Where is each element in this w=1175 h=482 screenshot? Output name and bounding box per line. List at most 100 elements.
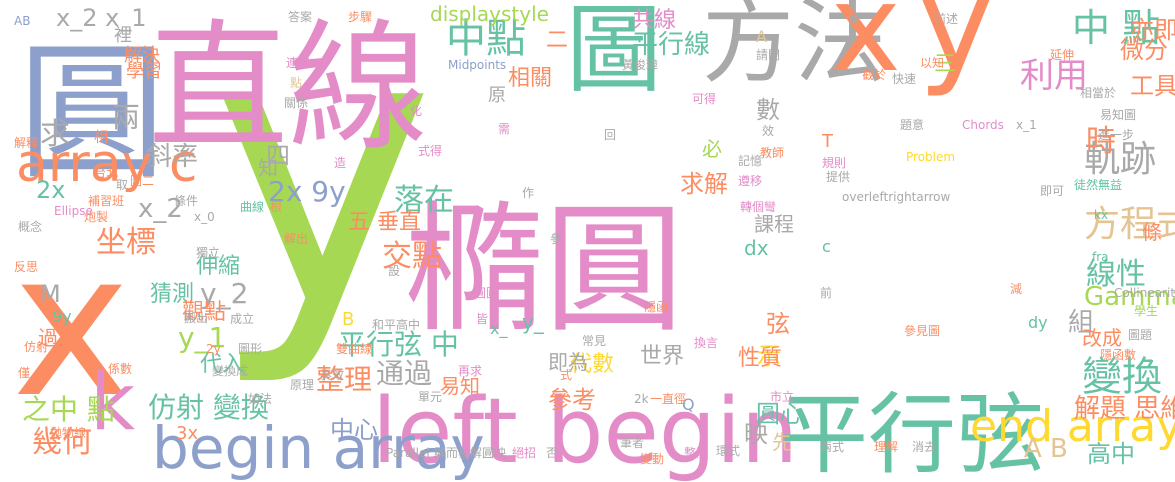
cloud-word: fra <box>1092 249 1109 264</box>
cloud-word: 斜率 <box>146 142 199 173</box>
cloud-word: y <box>210 0 435 392</box>
cloud-word: displaystyle <box>430 1 549 26</box>
cloud-word: 平行弦 中 <box>338 328 459 362</box>
cloud-word: overleftrightarrow <box>842 189 951 204</box>
cloud-word: 示 <box>757 341 781 370</box>
cloud-word: 前 <box>820 285 833 300</box>
cloud-word: A <box>756 27 767 47</box>
cloud-word: A B <box>1024 434 1068 465</box>
cloud-word: Problem <box>906 149 956 164</box>
cloud-word: 易知 <box>440 373 480 398</box>
cloud-word: 截於 <box>862 67 887 82</box>
cloud-word: 徒然無益 <box>1074 177 1123 192</box>
cloud-word: 兩式 <box>820 439 845 454</box>
cloud-word: 幾何 <box>32 425 92 461</box>
cloud-word: 原理 <box>290 377 315 392</box>
cloud-word: 圖二 <box>130 173 155 188</box>
cloud-word: 坐標 <box>96 225 156 261</box>
cloud-word: 二 <box>546 27 569 53</box>
cloud-word: Ellipse <box>54 203 93 218</box>
cloud-word: 必 <box>702 136 722 161</box>
cloud-word: 再求 <box>458 363 483 378</box>
cloud-word: 圖形 <box>238 341 263 356</box>
cloud-word: 式 <box>560 367 573 382</box>
cloud-word: y_2 <box>200 277 249 311</box>
cloud-word: 一直徑 <box>650 391 687 406</box>
cloud-word: 改成 <box>1082 325 1122 350</box>
cloud-word: 需 <box>498 121 511 136</box>
cloud-word: 2k <box>634 391 649 406</box>
cloud-word: 以知 <box>920 55 945 70</box>
cloud-word: 共線 <box>632 7 677 33</box>
cloud-word: 9y <box>52 307 72 327</box>
cloud-word: 2y <box>206 341 221 356</box>
cloud-word: 3x <box>176 423 199 445</box>
cloud-word: 相關 <box>508 65 553 91</box>
cloud-word: 可得 <box>692 91 717 106</box>
cloud-word: 中心 <box>330 415 378 444</box>
cloud-word: 步驟 <box>348 9 373 24</box>
cloud-word: 高中 <box>1087 439 1135 468</box>
cloud-word: kx <box>1094 207 1109 222</box>
cloud-word: 參見圖 <box>904 323 941 338</box>
cloud-word: 圖 <box>566 0 662 106</box>
cloud-word: 方程式 <box>1084 203 1175 245</box>
cloud-word: x_ <box>490 319 508 339</box>
cloud-word: 中點 <box>446 16 526 63</box>
cloud-word: 設 <box>388 263 401 278</box>
cloud-word: 整理 <box>316 363 373 397</box>
cloud-word: 過程 <box>38 325 78 350</box>
cloud-word: 參考 <box>548 385 596 414</box>
cloud-word: 拋物線 <box>50 425 87 440</box>
cloud-word: y <box>918 0 994 101</box>
cloud-word: 筆者 <box>620 435 645 450</box>
cloud-word: AB <box>14 13 31 28</box>
cloud-word: k <box>90 358 136 449</box>
cloud-word: 學習 <box>126 61 162 83</box>
cloud-word: B <box>342 309 355 331</box>
cloud-word: 解釋 <box>14 135 39 150</box>
cloud-word: 圖題 <box>1128 327 1153 342</box>
cloud-word: 解決 <box>124 45 160 67</box>
cloud-word: x_2 x_1 <box>56 3 147 32</box>
cloud-word: 即可 <box>1040 183 1065 198</box>
cloud-word: 理解 <box>874 439 899 454</box>
cloud-word: x_0 <box>194 209 215 224</box>
cloud-word: 橢圓 <box>404 189 685 353</box>
cloud-word: left begin <box>372 379 799 482</box>
cloud-word: 五 垂直 <box>348 209 421 235</box>
cloud-word: 數 <box>756 95 780 124</box>
cloud-word: 線性 <box>1086 257 1146 293</box>
cloud-word: 進一步 <box>1098 127 1135 142</box>
cloud-word: 先 <box>772 429 792 454</box>
cloud-word: 課程 <box>754 211 794 236</box>
cloud-word: 效 <box>762 123 775 138</box>
cloud-word: 關係 <box>284 95 309 110</box>
cloud-word: 2x <box>36 175 66 204</box>
cloud-word: 條 <box>1142 219 1162 244</box>
cloud-word: 造 <box>334 155 347 170</box>
cloud-word: 條件 <box>174 193 199 208</box>
cloud-word: 點 <box>290 75 303 90</box>
cloud-word: 化 <box>410 103 423 118</box>
cloud-word: 參 <box>550 231 563 246</box>
cloud-word: 易知圖 <box>1100 107 1137 122</box>
cloud-word: 解題 思維 <box>1074 394 1175 425</box>
cloud-word: 原 <box>488 85 506 107</box>
cloud-word: 遵移 <box>738 173 763 188</box>
cloud-word: end array <box>970 400 1175 452</box>
cloud-word: 組 <box>1068 308 1095 339</box>
cloud-word: 取 <box>116 177 129 192</box>
cloud-word: 中 點 <box>1072 6 1161 51</box>
cloud-word: 雙曲線 <box>336 341 373 356</box>
cloud-word: 圓 <box>18 26 166 199</box>
cloud-word: 回 <box>604 127 617 142</box>
cloud-word: 記憶 <box>738 153 763 168</box>
cloud-word: 延伸 <box>1050 47 1075 62</box>
cloud-word: 利用 <box>1020 55 1088 96</box>
cloud-word: 單元 <box>418 389 443 404</box>
cloud-word: 作 <box>522 185 535 200</box>
cloud-word: x_1 <box>1016 117 1037 132</box>
cloud-word: 否 <box>546 445 559 460</box>
cloud-word: x <box>12 209 131 442</box>
